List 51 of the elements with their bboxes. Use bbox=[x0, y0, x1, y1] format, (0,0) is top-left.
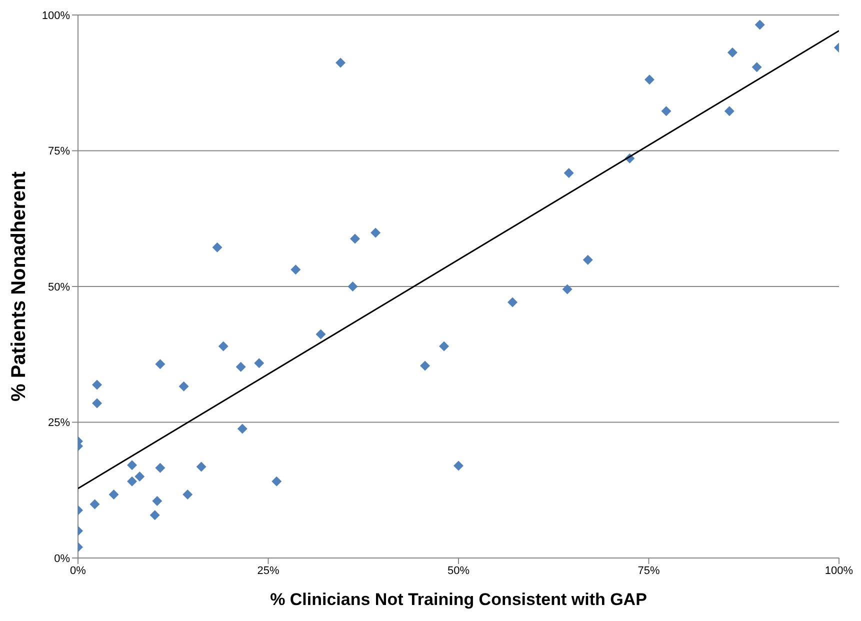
y-tick-label: 100% bbox=[42, 10, 70, 22]
point bbox=[155, 359, 166, 370]
point bbox=[348, 282, 358, 292]
point bbox=[336, 58, 346, 68]
x-tick-label: 0% bbox=[70, 564, 86, 577]
point bbox=[127, 460, 138, 470]
point bbox=[90, 499, 100, 510]
point bbox=[370, 228, 381, 238]
point bbox=[134, 472, 145, 482]
point bbox=[508, 297, 518, 308]
point bbox=[350, 234, 360, 244]
point bbox=[272, 476, 282, 486]
point bbox=[182, 489, 193, 500]
point bbox=[564, 168, 574, 178]
point bbox=[212, 242, 222, 252]
y-tick-label: 75% bbox=[48, 146, 70, 158]
point bbox=[439, 341, 450, 352]
point bbox=[254, 358, 264, 368]
point bbox=[150, 510, 160, 520]
point bbox=[108, 489, 119, 500]
point bbox=[420, 360, 430, 371]
point bbox=[92, 398, 102, 408]
point bbox=[644, 74, 655, 85]
point bbox=[727, 47, 738, 58]
y-tick-label: 50% bbox=[48, 281, 70, 294]
point bbox=[752, 62, 762, 72]
y-tick-label: 0% bbox=[54, 552, 70, 565]
point bbox=[155, 462, 166, 473]
point bbox=[724, 106, 734, 116]
x-tick-label: 25% bbox=[257, 564, 280, 577]
point bbox=[178, 381, 189, 392]
point bbox=[92, 380, 102, 390]
point bbox=[237, 424, 248, 434]
y-tick-label: 25% bbox=[48, 417, 70, 430]
point bbox=[562, 284, 572, 294]
x-axis-title: % Clinicians Not Training Consistent with GAP bbox=[270, 590, 647, 609]
point bbox=[316, 329, 326, 340]
point bbox=[754, 20, 765, 30]
point bbox=[218, 341, 228, 352]
point bbox=[454, 460, 464, 471]
x-tick-label: 50% bbox=[447, 564, 470, 577]
y-axis-title: % Patients Nonadherent bbox=[8, 171, 30, 402]
x-tick-label: 100% bbox=[824, 564, 854, 577]
point bbox=[661, 106, 672, 116]
point bbox=[196, 462, 206, 472]
point bbox=[152, 496, 162, 506]
x-tick-label: 75% bbox=[638, 564, 660, 577]
point bbox=[127, 476, 138, 486]
point bbox=[236, 362, 246, 372]
point bbox=[582, 254, 593, 265]
point bbox=[290, 264, 301, 275]
